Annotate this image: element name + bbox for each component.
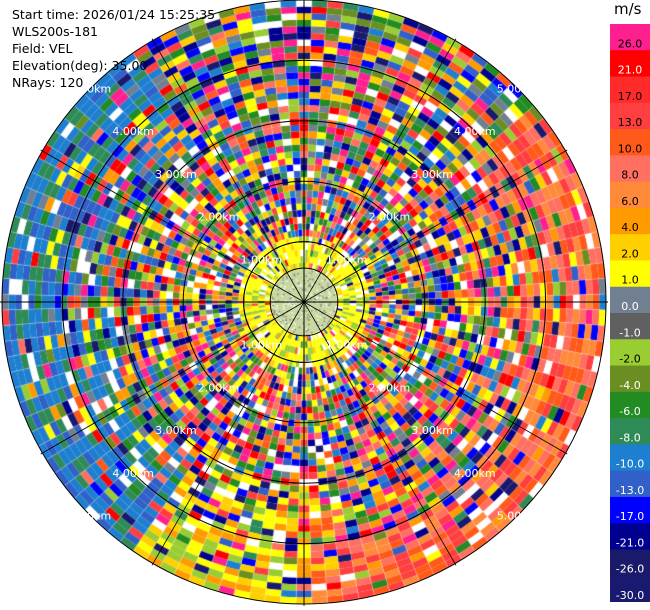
colorbar-unit-label: m/s [614, 0, 642, 18]
ring-label-2km: 2.00km [369, 211, 411, 224]
colorbar-segment [610, 50, 650, 78]
colorbar-segment [610, 234, 650, 261]
colorbar-tick-label: 2.0 [621, 247, 639, 260]
ring-label-5km: 5.00km [497, 82, 539, 95]
azimuth-spoke [303, 301, 457, 566]
colorbar-tick-label: -30.0 [616, 589, 644, 602]
ppi-velocity-plot [0, 0, 610, 610]
velocity-colorbar: 26.0 21.0 17.0 13.0 10.0 8.0 6.0 4.0 2.0 1.0 0.0 -1… [610, 24, 650, 602]
colorbar-tick-label: 4.0 [621, 221, 639, 234]
ring-label-1km: 1.00km [326, 339, 368, 352]
colorbar-segment [610, 339, 650, 367]
ring-label-3km: 3.00km [155, 424, 197, 437]
ring-label-5km: 5.00km [70, 82, 112, 95]
ring-label-4km: 4.00km [454, 467, 496, 480]
ring-label-4km: 4.00km [454, 125, 496, 138]
colorbar-segment [610, 24, 650, 51]
start-time-label: Start time: 2026/01/24 15:25:35 [12, 7, 216, 22]
ring-label-2km: 2.00km [369, 381, 411, 394]
colorbar-tick-label: 26.0 [618, 37, 643, 50]
colorbar-tick-label: -10.0 [616, 458, 644, 471]
ring-label-3km: 3.00km [411, 168, 453, 181]
colorbar-segment [610, 286, 650, 314]
azimuth-spoke [303, 301, 568, 455]
colorbar-tick-label: -6.0 [619, 405, 640, 418]
nrays-label: NRays: 120 [12, 75, 84, 90]
colorbar-segment [610, 523, 650, 550]
colorbar-tick-label: -26.0 [616, 563, 644, 576]
colorbar-segment [610, 549, 650, 577]
ring-label-1km: 1.00km [241, 253, 283, 266]
ring-label-3km: 3.00km [155, 168, 197, 181]
colorbar-tick-label: 1.0 [621, 274, 639, 287]
azimuth-spoke [40, 149, 305, 303]
colorbar-tick-label: 8.0 [621, 169, 639, 182]
colorbar-segment [610, 575, 650, 602]
ring-label-5km: 5.00km [497, 510, 539, 523]
colorbar-segment [610, 155, 650, 183]
scan-info: Start time: 2026/01/24 15:25:35 WLS200s-… [12, 6, 215, 91]
colorbar-segment [610, 129, 650, 156]
colorbar-tick-label: 0.0 [621, 300, 639, 313]
azimuth-spoke [40, 301, 305, 455]
colorbar-tick-label: 10.0 [618, 142, 643, 155]
azimuth-spoke [303, 38, 457, 303]
elevation-label: Elevation(deg): 35.00 [12, 58, 148, 73]
colorbar-segment [610, 102, 650, 130]
ring-label-1km: 1.00km [326, 253, 368, 266]
colorbar-tick-label: -13.0 [616, 484, 644, 497]
azimuth-spoke [303, 149, 568, 303]
colorbar-segment [610, 260, 650, 288]
ring-label-3km: 3.00km [411, 424, 453, 437]
colorbar-tick-label: -17.0 [616, 510, 644, 523]
colorbar-segment [610, 207, 650, 235]
azimuth-spoke [151, 301, 305, 566]
ring-label-2km: 2.00km [198, 211, 240, 224]
colorbar-segment [610, 496, 650, 524]
ring-label-4km: 4.00km [112, 467, 154, 480]
colorbar-segment [610, 313, 650, 340]
range-rings-overlay: 1.00km 1.00km 1.00km 1.00km 2.00km 2.00km 2.00… [0, 0, 608, 606]
colorbar-tick-label: 21.0 [618, 64, 643, 77]
colorbar-segment [610, 181, 650, 209]
colorbar-segment [610, 444, 650, 472]
colorbar-tick-label: 17.0 [618, 90, 643, 103]
colorbar-tick-label: -1.0 [619, 326, 640, 339]
colorbar-segment [610, 391, 650, 419]
ring-label-1km: 1.00km [241, 339, 283, 352]
colorbar-tick-label: 6.0 [621, 195, 639, 208]
colorbar-segment [610, 418, 650, 445]
colorbar-tick-label: -2.0 [619, 353, 640, 366]
instrument-label: WLS200s-181 [12, 24, 98, 39]
colorbar-segment [610, 470, 650, 498]
colorbar-tick-label: 13.0 [618, 116, 643, 129]
colorbar-tick-label: -4.0 [619, 379, 640, 392]
field-label: Field: VEL [12, 41, 73, 56]
ring-label-2km: 2.00km [198, 381, 240, 394]
ring-label-4km: 4.00km [112, 125, 154, 138]
colorbar-tick-label: -8.0 [619, 431, 640, 444]
azimuth-spoke [151, 38, 305, 303]
colorbar-tick-label: -21.0 [616, 536, 644, 549]
ring-label-5km: 5.00km [70, 510, 112, 523]
colorbar-segment [610, 365, 650, 393]
colorbar-segment [610, 76, 650, 104]
